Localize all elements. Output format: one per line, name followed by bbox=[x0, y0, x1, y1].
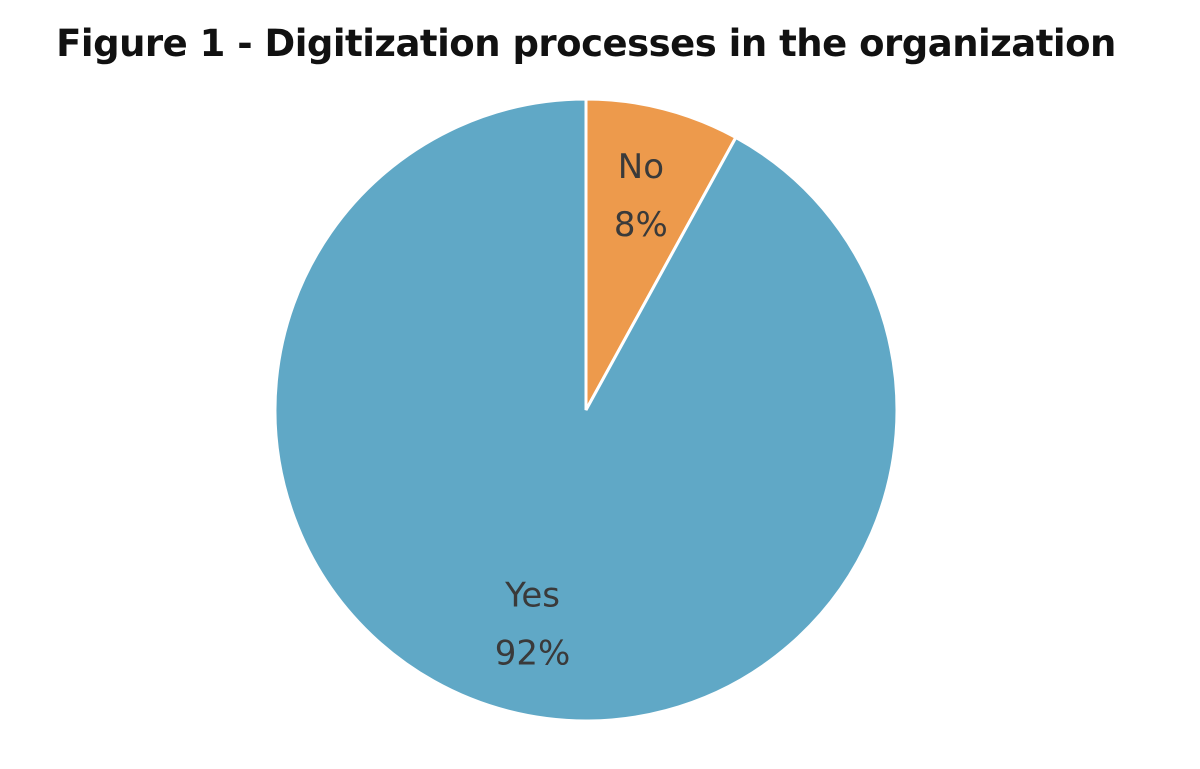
slice-label-no: No bbox=[618, 147, 664, 187]
pie-slice-yes bbox=[273, 97, 899, 723]
pie-slice-no bbox=[584, 97, 738, 411]
slice-percent-yes: 92% bbox=[495, 633, 571, 673]
pie-labels: No 8% Yes 92% bbox=[495, 147, 668, 673]
chart-title: Figure 1 - Digitization processes in the… bbox=[56, 22, 1116, 65]
slice-label-yes: Yes bbox=[504, 575, 560, 615]
pie-slices bbox=[273, 97, 899, 723]
slice-percent-no: 8% bbox=[614, 205, 668, 245]
